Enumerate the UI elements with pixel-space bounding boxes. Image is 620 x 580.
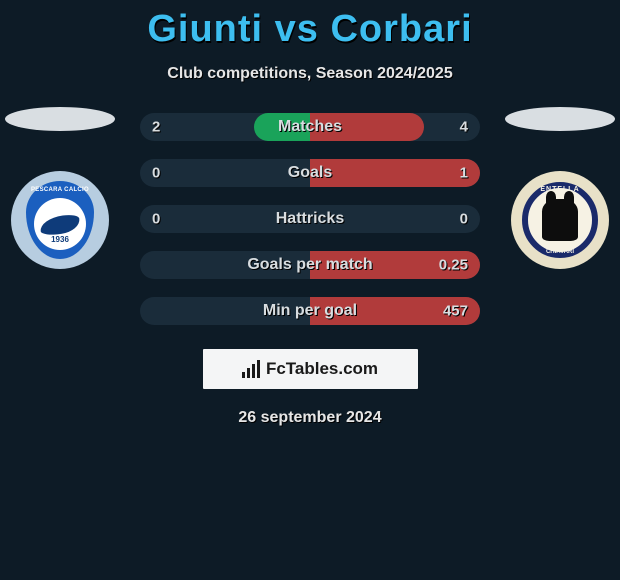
crest-ring-bottom-text: CHIAVARI <box>528 249 592 255</box>
right-club-badge: ENTELLA CHIAVARI <box>511 171 609 269</box>
dolphin-icon <box>39 213 81 236</box>
stat-row: 457 Min per goal <box>140 297 480 325</box>
stat-row: 0.25 Goals per match <box>140 251 480 279</box>
page-title: Giunti vs Corbari <box>0 0 620 51</box>
mascot-icon <box>542 199 578 241</box>
stat-value-right: 0.25 <box>439 257 468 274</box>
player-photo-placeholder-right <box>505 107 615 131</box>
stat-value-right: 1 <box>460 165 468 182</box>
pescara-crest: PESCARA CALCIO 1936 <box>26 181 94 259</box>
comparison-content: PESCARA CALCIO 1936 ENTELLA CHIAVARI 2 4 M… <box>0 113 620 427</box>
stat-label: Min per goal <box>263 302 357 320</box>
entella-crest: ENTELLA CHIAVARI <box>522 182 598 258</box>
chart-icon <box>242 360 260 378</box>
player-photo-placeholder-left <box>5 107 115 131</box>
crest-year: 1936 <box>34 235 86 244</box>
stat-label: Goals per match <box>247 256 372 274</box>
stat-row: 2 4 Matches <box>140 113 480 141</box>
stat-value-left: 0 <box>152 211 160 228</box>
stat-row: 0 0 Hattricks <box>140 205 480 233</box>
brand-badge: FcTables.com <box>203 349 418 389</box>
left-club-badge: PESCARA CALCIO 1936 <box>11 171 109 269</box>
stat-value-left: 2 <box>152 119 160 136</box>
stats-list: 2 4 Matches 0 1 Goals 0 0 Hattricks 0.25 Goals per… <box>140 113 480 325</box>
footer-date: 26 september 2024 <box>0 409 620 427</box>
crest-ring-top-text: ENTELLA <box>528 186 592 193</box>
stat-bar-right-fill <box>310 159 480 187</box>
stat-label: Hattricks <box>276 210 344 228</box>
stat-row: 0 1 Goals <box>140 159 480 187</box>
brand-text: FcTables.com <box>266 359 378 379</box>
stat-value-left: 0 <box>152 165 160 182</box>
stat-label: Goals <box>288 164 332 182</box>
right-player-column: ENTELLA CHIAVARI <box>500 107 620 269</box>
page-subtitle: Club competitions, Season 2024/2025 <box>0 65 620 83</box>
stat-value-right: 457 <box>443 303 468 320</box>
stat-value-right: 0 <box>460 211 468 228</box>
crest-banner-text: PESCARA CALCIO <box>31 187 89 193</box>
stat-label: Matches <box>278 118 342 136</box>
left-player-column: PESCARA CALCIO 1936 <box>0 107 120 269</box>
stat-value-right: 4 <box>460 119 468 136</box>
